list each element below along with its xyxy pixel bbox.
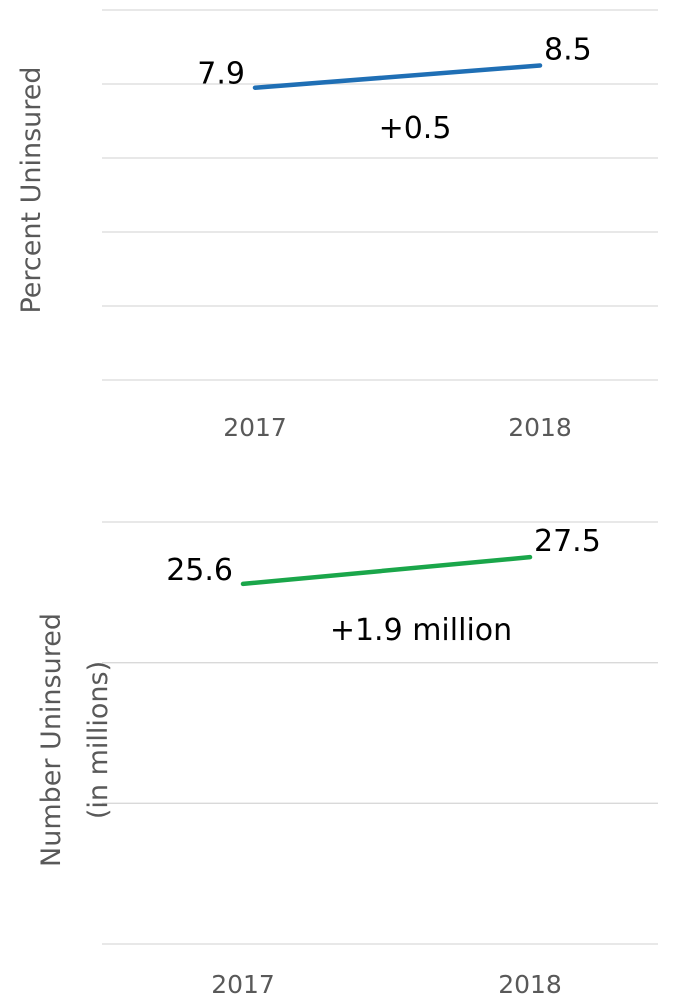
x-tick-2018: 2018 xyxy=(508,413,572,442)
change-annotation: +0.5 xyxy=(379,111,452,146)
series-line-number xyxy=(240,554,533,587)
data-label-2018: 27.5 xyxy=(534,524,601,559)
x-tick-2017: 2017 xyxy=(211,970,275,999)
x-tick-2018: 2018 xyxy=(498,970,562,999)
grid-lines xyxy=(102,521,658,945)
data-label-2017: 25.6 xyxy=(166,553,233,588)
chart-number-uninsured: 25.6 27.5 +1.9 million 2017 2018 Number … xyxy=(36,521,658,999)
chart-percent-uninsured: 7.9 8.5 +0.5 2017 2018 Percent Uninsured xyxy=(16,9,658,442)
series-line-percent xyxy=(252,63,543,90)
y-axis-label: Percent Uninsured xyxy=(16,66,47,313)
x-tick-2017: 2017 xyxy=(223,413,287,442)
change-annotation: +1.9 million xyxy=(330,613,512,648)
grid-lines xyxy=(102,9,658,381)
data-label-2018: 8.5 xyxy=(544,33,592,68)
data-label-2017: 7.9 xyxy=(197,57,245,92)
y-axis-label-line1: Number Uninsured xyxy=(36,613,67,867)
y-axis-label-line2: (in millions) xyxy=(83,661,114,819)
